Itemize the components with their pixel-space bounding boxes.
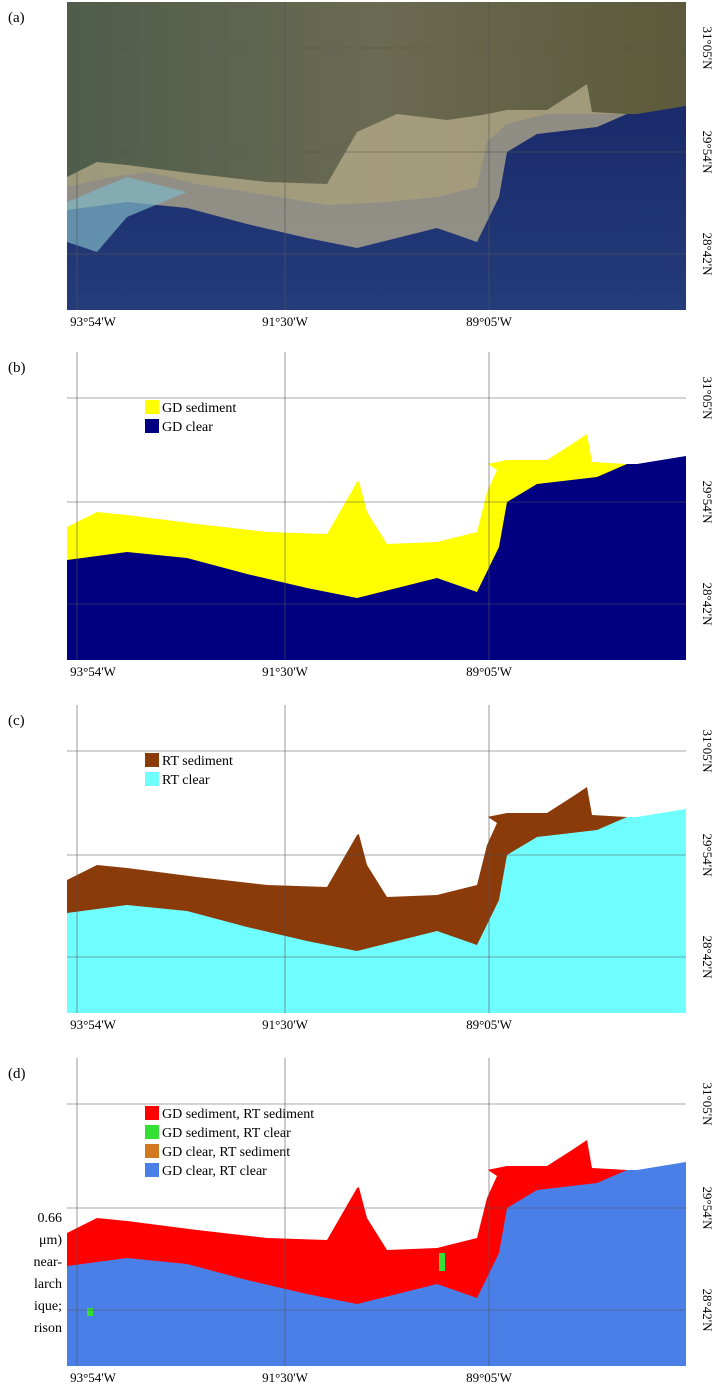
caption-fragment: rison (34, 1321, 62, 1336)
legend-label: GD sediment, RT clear (162, 1126, 291, 1141)
latitude-label: 28°42'N (700, 583, 712, 627)
longitude-label: 93°54'W (70, 1017, 117, 1032)
longitude-label: 93°54'W (70, 664, 117, 679)
longitude-label: 89°05'W (466, 1370, 513, 1385)
longitude-label: 91°30'W (262, 1370, 309, 1385)
legend-swatch (145, 753, 159, 767)
caption-fragment: μm) (39, 1233, 62, 1248)
longitude-label: 91°30'W (262, 314, 309, 329)
legend-swatch (145, 1125, 159, 1139)
longitude-label: 89°05'W (466, 314, 513, 329)
legend-label: RT sediment (162, 754, 233, 769)
latitude-label: 28°42'N (700, 1289, 712, 1333)
caption-fragment: ique; (34, 1299, 62, 1314)
legend-swatch (145, 1144, 159, 1158)
figure: (a) 93°54'W 91°30'W 89°05'W 31°05'N 29°54'N 28… (0, 0, 712, 1387)
map-panel (67, 2, 686, 310)
latitude-label: 28°42'N (700, 936, 712, 980)
legend-label: RT clear (162, 773, 210, 788)
map-panel: RT sediment RT clear (67, 705, 686, 1013)
longitude-label: 93°54'W (70, 1370, 117, 1385)
page: {"panels": [ {"label": "(a)", "lon_label… (0, 0, 712, 1387)
latitude-label: 28°42'N (700, 233, 712, 277)
legend-swatch (145, 419, 159, 433)
latitude-label: 31°05'N (700, 27, 712, 71)
legend-swatch (145, 400, 159, 414)
mixed-pixels (439, 1253, 445, 1271)
legend-label: GD clear, RT sediment (162, 1145, 290, 1160)
panel-label: (b) (8, 360, 26, 376)
panel-label: (c) (8, 713, 25, 729)
longitude-label: 91°30'W (262, 1017, 309, 1032)
longitude-label: 89°05'W (466, 664, 513, 679)
legend-label: GD clear, RT clear (162, 1164, 267, 1179)
caption-fragment: larch (34, 1277, 62, 1292)
longitude-label: 91°30'W (262, 664, 309, 679)
caption-fragment: near- (34, 1255, 63, 1270)
mixed-pixels (87, 1308, 93, 1316)
caption-fragment: 0.66 (38, 1211, 63, 1226)
latitude-label: 31°05'N (700, 730, 712, 774)
latitude-label: 29°54'N (700, 131, 712, 175)
legend-label: GD sediment, RT sediment (162, 1107, 314, 1122)
panel-label: (d) (8, 1066, 26, 1082)
latitude-label: 29°54'N (700, 834, 712, 878)
latitude-label: 31°05'N (700, 377, 712, 421)
legend-label: GD clear (162, 420, 213, 435)
latitude-label: 31°05'N (700, 1083, 712, 1127)
legend-swatch (145, 1163, 159, 1177)
panel-label: (a) (8, 10, 25, 26)
legend-label: GD sediment (162, 401, 236, 416)
legend-swatch (145, 1106, 159, 1120)
latitude-label: 29°54'N (700, 481, 712, 525)
legend-swatch (145, 772, 159, 786)
map-panel: GD sediment, RT sediment GD sediment, RT … (67, 1058, 686, 1366)
longitude-label: 89°05'W (466, 1017, 513, 1032)
map-panel: GD sediment GD clear (67, 352, 686, 660)
longitude-label: 93°54'W (70, 314, 117, 329)
latitude-label: 29°54'N (700, 1187, 712, 1231)
